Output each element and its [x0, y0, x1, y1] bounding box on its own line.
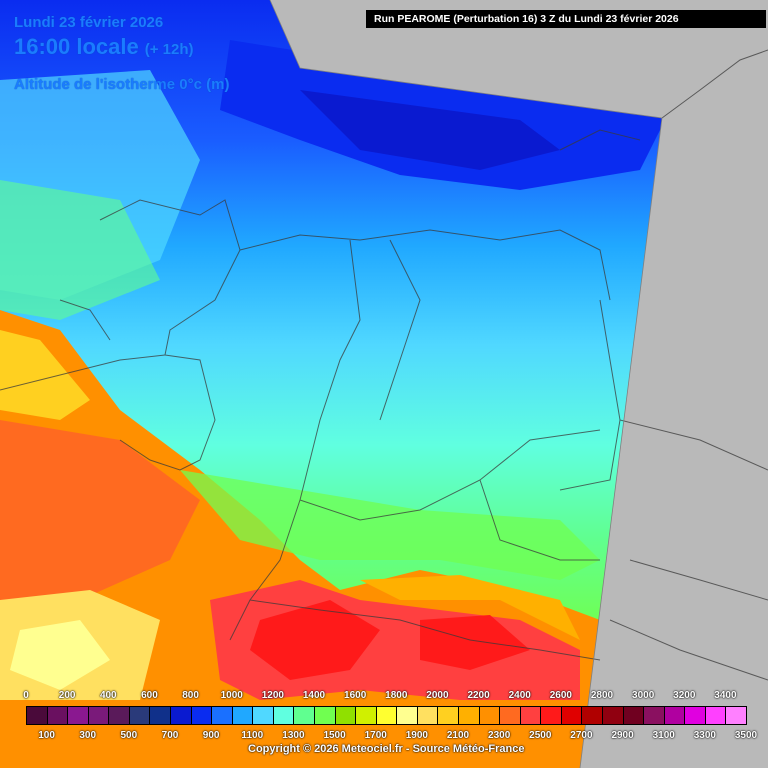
legend-swatch	[519, 706, 542, 725]
legend-bottom-label: 2300	[488, 730, 511, 741]
legend-top-label: 1800	[385, 690, 408, 701]
parameter-title: Altitude de l'isotherme 0°c (m)	[14, 76, 230, 93]
legend-top-label: 3200	[673, 690, 696, 701]
forecast-date: Lundi 23 février 2026	[14, 14, 164, 31]
legend-swatch	[293, 706, 315, 725]
legend-top-label: 3000	[632, 690, 655, 701]
legend-swatch	[540, 706, 562, 725]
legend-bottom-label: 2700	[570, 730, 593, 741]
legend-swatch	[252, 706, 274, 725]
copyright-notice: Copyright © 2026 Meteociel.fr - Source M…	[248, 743, 525, 755]
legend-bottom-label: 100	[38, 730, 55, 741]
legend-swatch	[46, 706, 69, 725]
legend-swatch	[355, 706, 377, 725]
legend-bottom-label: 1900	[405, 730, 428, 741]
legend-top-label: 2200	[467, 690, 490, 701]
legend-swatch	[26, 706, 48, 725]
legend-swatch	[375, 706, 398, 725]
forecast-local-time: 16:00 locale	[14, 34, 139, 59]
legend-swatch	[334, 706, 357, 725]
legend-top-label: 2800	[590, 690, 614, 701]
legend-swatch	[437, 706, 459, 725]
legend-swatch	[149, 706, 171, 725]
legend-swatch	[704, 706, 727, 725]
legend-swatch	[87, 706, 110, 725]
legend-bottom-label: 500	[120, 730, 138, 741]
legend-top-label: 1200	[261, 690, 284, 701]
legend-swatch	[560, 706, 583, 725]
legend-bottom-label: 3500	[734, 730, 758, 741]
legend-bottom-label: 900	[202, 730, 220, 741]
legend-bottom-label: 300	[79, 730, 97, 741]
legend-swatch	[170, 706, 192, 725]
legend-swatch	[663, 706, 686, 725]
legend-swatch	[499, 706, 521, 725]
legend-swatch	[458, 706, 480, 725]
model-run-banner: Run PEAROME (Perturbation 16) 3 Z du Lun…	[366, 10, 766, 28]
legend-swatch	[725, 706, 747, 725]
legend-bottom-label: 2100	[446, 730, 470, 741]
legend-swatch	[211, 706, 233, 725]
legend-top-label: 800	[182, 690, 199, 701]
legend-top-label: 600	[141, 690, 158, 701]
legend-swatch	[128, 706, 151, 725]
legend-swatch	[190, 706, 213, 725]
legend-top-label: 0	[23, 690, 29, 701]
legend-bottom-label: 1300	[282, 730, 305, 741]
legend-swatch	[314, 706, 336, 725]
legend-bottom-label: 1500	[323, 730, 346, 741]
legend-swatch	[272, 706, 295, 725]
legend-top-label: 400	[99, 690, 117, 701]
legend-swatch	[478, 706, 501, 725]
legend-bottom-label: 1700	[364, 730, 387, 741]
legend-swatch	[416, 706, 439, 725]
legend-top-label: 1600	[344, 690, 367, 701]
legend-top-label: 2600	[549, 690, 572, 701]
legend-top-label: 2400	[508, 690, 531, 701]
forecast-time: 16:00 locale (+ 12h)	[14, 34, 194, 60]
legend-top-label: 1400	[302, 690, 326, 701]
legend-bottom-label: 2500	[529, 730, 552, 741]
legend-swatch	[231, 706, 254, 725]
forecast-lead-time: (+ 12h)	[144, 41, 194, 58]
legend-top-label: 200	[58, 690, 76, 701]
legend-swatch	[581, 706, 603, 725]
country-borders	[0, 49, 768, 681]
legend-top-label: 1000	[220, 690, 243, 701]
legend-bottom-label: 3100	[652, 730, 675, 741]
legend-swatch	[622, 706, 645, 725]
legend-bottom-label: 700	[161, 730, 179, 741]
legend-bottom-label: 3300	[693, 730, 716, 741]
legend-bottom-label: 1100	[241, 730, 264, 741]
legend-swatch	[67, 706, 89, 725]
legend-top-label: 3400	[714, 690, 737, 701]
legend-bottom-label: 2900	[611, 730, 634, 741]
legend-swatch	[602, 706, 624, 725]
legend-swatch	[684, 706, 706, 725]
legend-swatch	[643, 706, 665, 725]
legend-swatch	[108, 706, 130, 725]
legend-top-label: 2000	[426, 690, 449, 701]
color-legend: 0 200 400 600 800 1000 1200 1400 1600 1800 2000 220…	[0, 686, 768, 768]
legend-swatch	[396, 706, 418, 725]
